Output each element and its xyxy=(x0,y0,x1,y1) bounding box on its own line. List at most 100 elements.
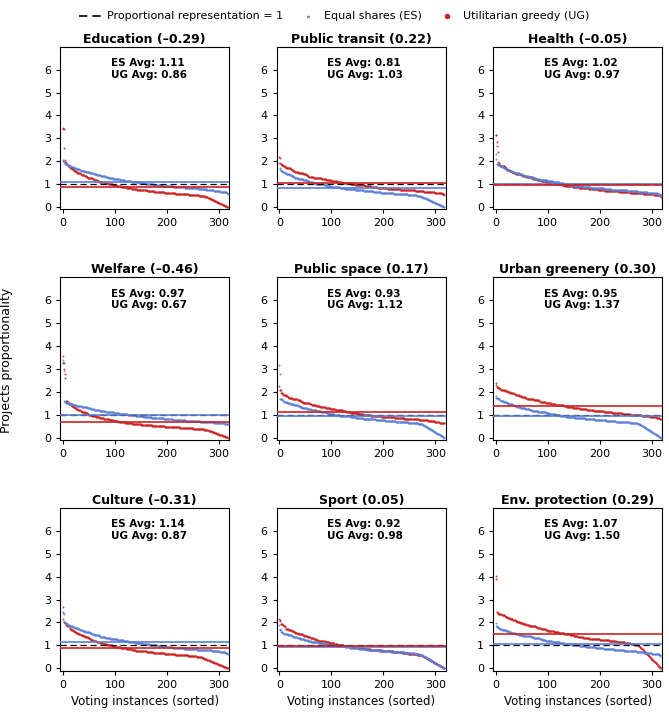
Point xyxy=(300,402,311,414)
Point xyxy=(413,417,424,429)
Point xyxy=(571,640,581,651)
Point xyxy=(274,368,285,379)
Point xyxy=(78,166,89,177)
Point xyxy=(193,644,204,655)
Point xyxy=(312,178,322,190)
Point xyxy=(185,423,195,434)
Point xyxy=(158,187,169,198)
Point xyxy=(551,409,562,420)
Point xyxy=(573,412,584,424)
Point xyxy=(356,409,367,420)
Point xyxy=(288,171,298,182)
Point xyxy=(609,635,619,647)
Point xyxy=(96,631,106,642)
Point xyxy=(513,629,524,640)
Point xyxy=(72,163,83,174)
Point xyxy=(548,408,559,420)
Point xyxy=(429,657,440,668)
Point xyxy=(109,180,120,191)
Point xyxy=(215,659,225,671)
Point xyxy=(620,186,631,198)
Point xyxy=(296,167,306,179)
Point xyxy=(434,429,445,441)
Point xyxy=(648,187,659,199)
Point xyxy=(304,632,315,643)
Point xyxy=(407,185,418,196)
Point xyxy=(120,409,131,420)
Point xyxy=(428,415,439,427)
Point xyxy=(587,642,597,653)
Point xyxy=(601,634,612,646)
Point xyxy=(136,185,147,196)
Point xyxy=(379,645,390,657)
Point xyxy=(287,170,298,182)
Point xyxy=(500,610,510,622)
Point xyxy=(500,624,511,636)
Point xyxy=(96,637,106,648)
Point xyxy=(194,190,205,201)
Point xyxy=(584,181,595,193)
Point xyxy=(203,192,213,203)
Point xyxy=(604,634,615,646)
Point xyxy=(352,179,363,190)
Point xyxy=(302,397,313,409)
Point xyxy=(145,420,156,431)
Point xyxy=(112,634,123,645)
Point xyxy=(655,189,666,200)
Point xyxy=(436,661,447,673)
Point xyxy=(175,642,186,654)
Point xyxy=(337,640,348,651)
Point xyxy=(192,651,203,663)
Point xyxy=(288,398,298,410)
Point xyxy=(80,407,90,419)
Point xyxy=(539,175,549,187)
Point xyxy=(492,158,502,169)
Point xyxy=(102,639,112,650)
Point xyxy=(577,412,588,424)
Point xyxy=(83,172,94,184)
Point xyxy=(496,160,507,172)
Point xyxy=(623,637,634,649)
Point xyxy=(95,412,106,424)
Point xyxy=(494,623,505,634)
Point xyxy=(399,188,409,200)
Point xyxy=(347,641,358,653)
Point xyxy=(304,175,314,187)
Point xyxy=(114,634,125,646)
Point xyxy=(494,623,505,634)
Point xyxy=(655,662,666,673)
Point xyxy=(424,415,435,426)
Point xyxy=(524,171,535,182)
Point xyxy=(561,401,572,412)
Point xyxy=(132,410,142,422)
Point xyxy=(124,636,134,647)
Point xyxy=(542,624,553,636)
Point xyxy=(302,169,312,181)
Point xyxy=(585,633,595,645)
Point xyxy=(532,622,543,633)
Point xyxy=(325,403,336,415)
Point xyxy=(87,628,98,640)
Point xyxy=(312,634,322,646)
Point xyxy=(327,408,338,420)
Point xyxy=(111,641,122,653)
Point xyxy=(346,407,357,418)
Point xyxy=(150,647,161,658)
Point xyxy=(347,178,357,190)
Point xyxy=(590,405,601,417)
Point xyxy=(200,424,211,435)
Point xyxy=(384,415,395,427)
Point xyxy=(276,394,287,405)
Text: ES Avg: 0.97
UG Avg: 0.67: ES Avg: 0.97 UG Avg: 0.67 xyxy=(111,289,187,311)
Point xyxy=(328,175,339,187)
Point xyxy=(529,632,540,643)
Point xyxy=(618,186,629,198)
Point xyxy=(65,623,76,634)
Point xyxy=(116,416,127,428)
Point xyxy=(173,181,184,193)
Point xyxy=(160,648,171,660)
Point xyxy=(179,422,189,433)
Point xyxy=(496,160,506,172)
Point xyxy=(183,650,193,661)
Point xyxy=(290,627,301,639)
